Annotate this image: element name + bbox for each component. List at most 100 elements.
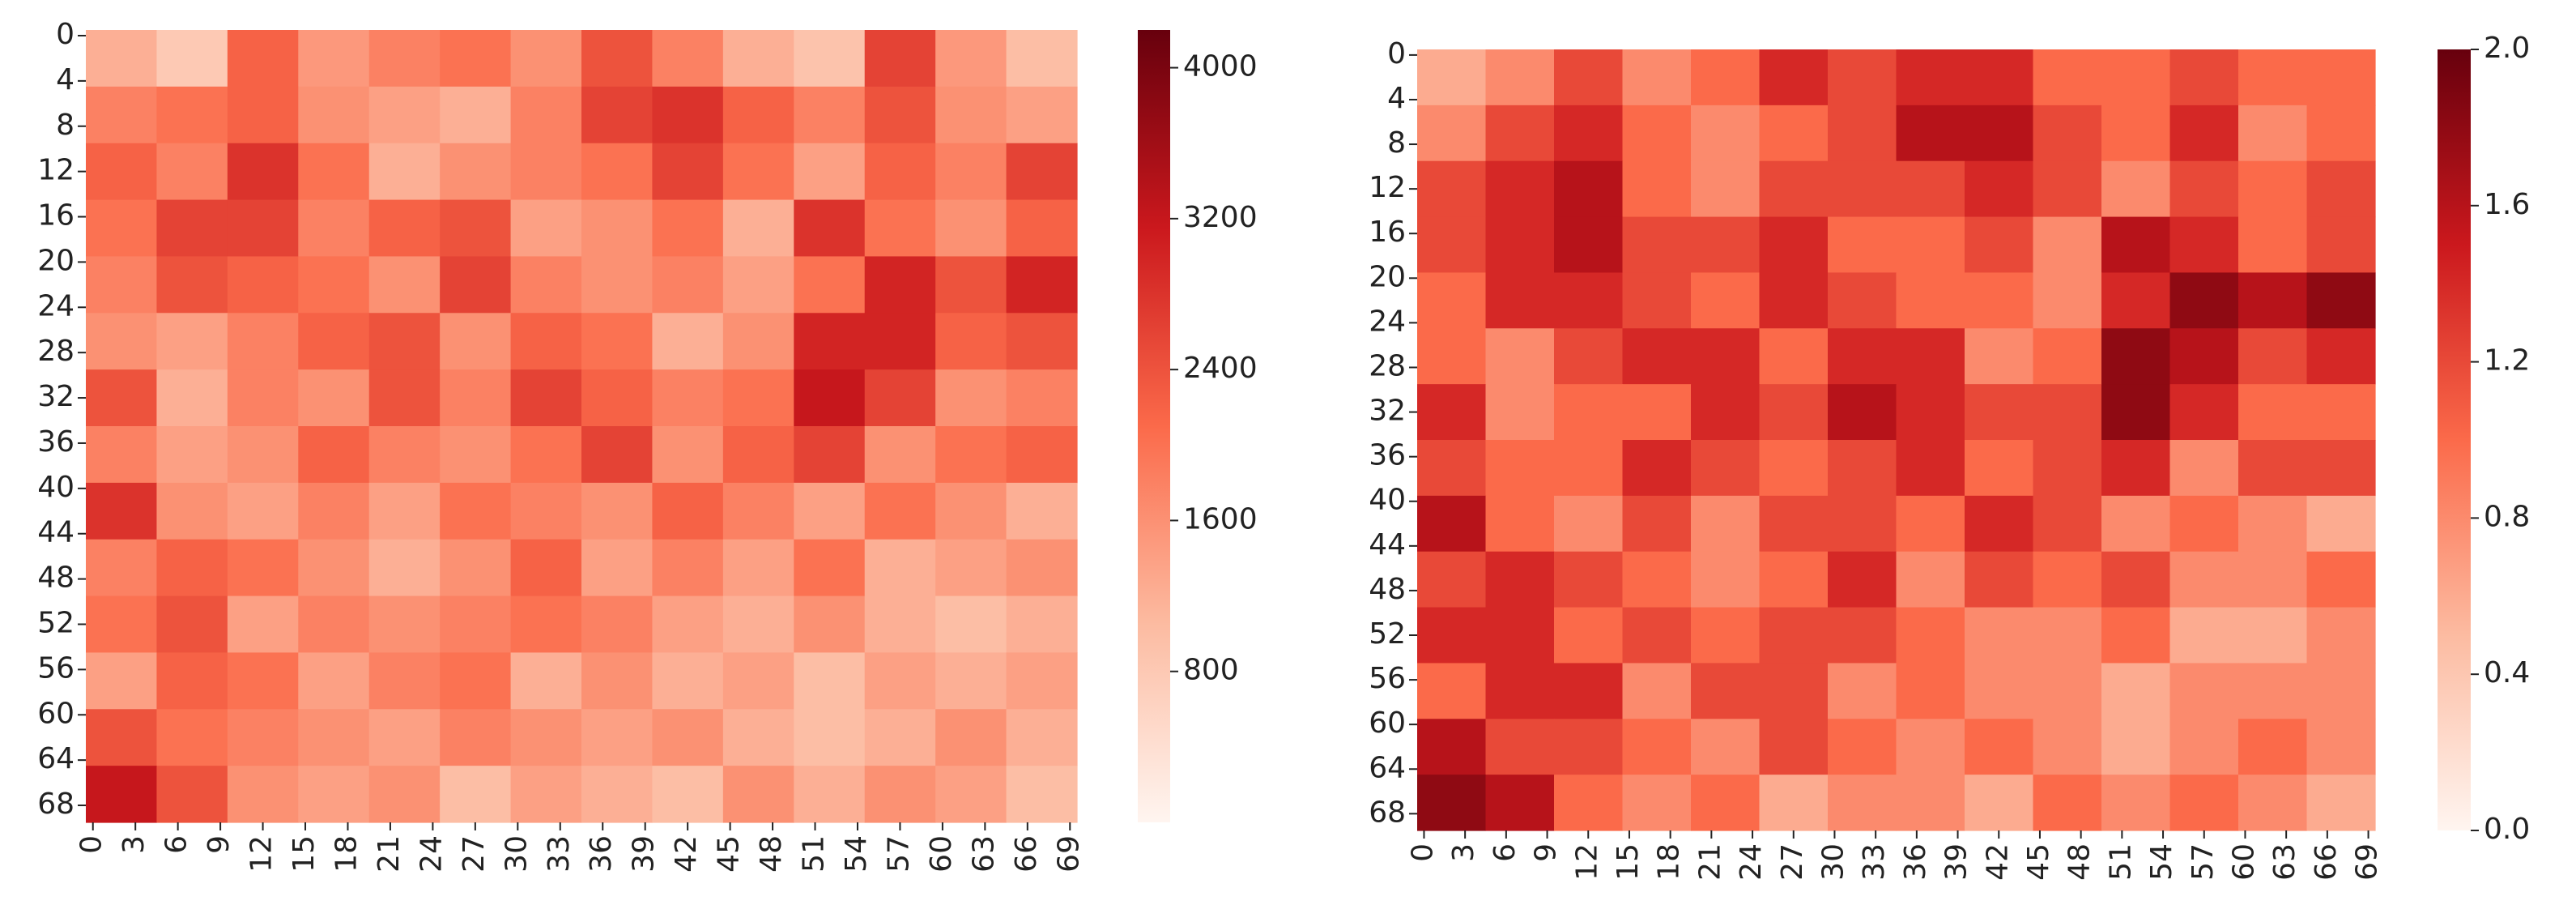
heatmap-cell	[652, 199, 724, 258]
heatmap-cell	[1896, 551, 1965, 608]
y-tick-label: 4	[1387, 82, 1406, 115]
heatmap-cell	[1554, 160, 1624, 218]
heatmap-cell	[581, 256, 654, 314]
heatmap-cell	[1417, 663, 1487, 719]
heatmap-cell	[864, 766, 936, 823]
heatmap-cell	[227, 199, 299, 258]
heatmap-cell	[227, 369, 299, 427]
heatmap-cell	[1691, 440, 1761, 497]
heatmap-cell	[1828, 160, 1897, 218]
heatmap-cell	[1417, 216, 1487, 274]
heatmap-cell	[864, 369, 936, 427]
x-tick-label: 36	[585, 835, 618, 873]
heatmap-cell	[510, 709, 582, 766]
x-tick-label: 57	[2186, 843, 2220, 881]
heatmap-cell	[156, 652, 228, 710]
heatmap-cell	[227, 86, 299, 144]
heatmap-cell	[1006, 539, 1078, 597]
heatmap-cell	[298, 143, 370, 201]
heatmap-cell	[1759, 663, 1829, 719]
heatmap-cell	[1417, 775, 1487, 831]
heatmap-cell	[2033, 551, 2102, 608]
heatmap-cell	[1622, 607, 1692, 664]
heatmap-cell	[652, 482, 724, 540]
heatmap-cell	[2306, 272, 2376, 329]
heatmap-cell	[1554, 775, 1624, 831]
heatmap-cell	[1896, 663, 1965, 719]
heatmap-cell	[368, 652, 441, 710]
y-tick-label: 52	[1369, 617, 1406, 651]
heatmap-cell	[581, 30, 654, 88]
heatmap-cell	[1554, 216, 1624, 274]
heatmap-cell	[1485, 607, 1555, 664]
heatmap-cell	[1006, 709, 1078, 766]
heatmap-cell	[2101, 663, 2171, 719]
heatmap-cell	[1417, 440, 1487, 497]
heatmap-cell	[440, 86, 512, 144]
heatmap-cell	[2306, 495, 2376, 553]
heatmap-cell	[2306, 216, 2376, 274]
y-tick-label: 36	[37, 425, 75, 459]
heatmap-cell	[86, 482, 158, 540]
x-tick-label: 18	[1653, 843, 1686, 881]
heatmap-cell	[227, 256, 299, 314]
heatmap-cell	[298, 86, 370, 144]
heatmap-cell	[1417, 328, 1487, 385]
heatmap-cell	[1417, 495, 1487, 553]
heatmap-cell	[652, 369, 724, 427]
x-tick-label: 42	[1981, 843, 2014, 881]
x-tick-label: 57	[882, 835, 915, 873]
heatmap-cell	[1417, 105, 1487, 162]
heatmap-cell	[2169, 216, 2239, 274]
x-tick-label: 24	[1735, 843, 1768, 881]
heatmap-cell	[2033, 49, 2102, 106]
heatmap-cell	[2169, 775, 2239, 831]
heatmap-cell	[1622, 663, 1692, 719]
heatmap-cell	[1965, 775, 2034, 831]
heatmap-cell	[1417, 160, 1487, 218]
y-tick-label: 32	[37, 380, 75, 413]
heatmap-cell	[2238, 495, 2308, 553]
x-tick-label: 42	[670, 835, 703, 873]
x-tick-label: 21	[1693, 843, 1727, 881]
heatmap-cell	[581, 539, 654, 597]
heatmap-cell	[794, 143, 866, 201]
x-tick-label: 60	[2227, 843, 2260, 881]
x-tick-label: 66	[2310, 843, 2343, 881]
heatmap-cell	[1896, 719, 1965, 775]
heatmap-cell	[440, 369, 512, 427]
heatmap-cell	[1828, 49, 1897, 106]
heatmap-cell	[298, 652, 370, 710]
x-tick-label: 30	[500, 835, 533, 873]
heatmap-cell	[510, 539, 582, 597]
heatmap-cell	[86, 313, 158, 370]
heatmap-cell	[1554, 49, 1624, 106]
heatmap	[1417, 49, 2376, 831]
heatmap-cell	[1828, 216, 1897, 274]
heatmap-cell	[935, 426, 1007, 484]
heatmap-cell	[1006, 652, 1078, 710]
heatmap-cell	[2033, 607, 2102, 664]
heatmap-cell	[368, 369, 441, 427]
heatmap-cell	[2033, 105, 2102, 162]
heatmap-cell	[1006, 313, 1078, 370]
heatmap-cell	[722, 86, 794, 144]
heatmap-cell	[864, 652, 936, 710]
heatmap-cell	[1554, 272, 1624, 329]
heatmap-cell	[794, 256, 866, 314]
heatmap-cell	[1006, 30, 1078, 88]
heatmap-cell	[1691, 272, 1761, 329]
heatmap-cell	[227, 426, 299, 484]
heatmap-cell	[1896, 328, 1965, 385]
y-tick-label: 48	[1369, 573, 1406, 606]
heatmap-cell	[581, 143, 654, 201]
heatmap-cell	[2169, 384, 2239, 441]
heatmap-cell	[722, 369, 794, 427]
heatmap-cell	[2101, 607, 2171, 664]
heatmap-cell	[1896, 440, 1965, 497]
heatmap-cell	[2033, 440, 2102, 497]
heatmap-cell	[794, 369, 866, 427]
colorbar	[1138, 30, 1170, 822]
heatmap-cell	[156, 199, 228, 258]
heatmap-cell	[1965, 607, 2034, 664]
